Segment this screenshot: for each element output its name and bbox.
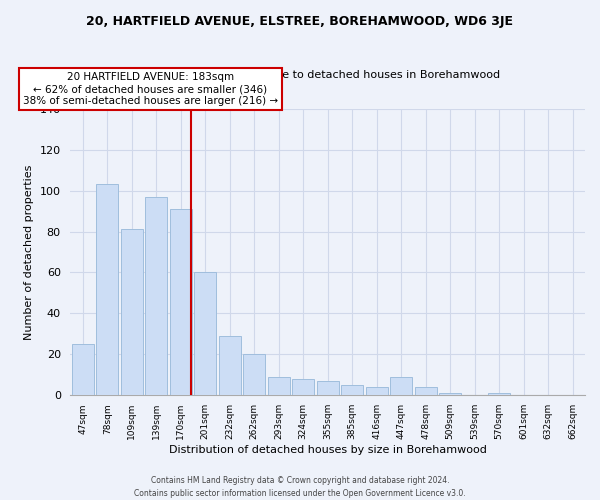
Y-axis label: Number of detached properties: Number of detached properties <box>24 164 34 340</box>
Bar <box>341 385 363 396</box>
Bar <box>488 394 510 396</box>
Title: Size of property relative to detached houses in Borehamwood: Size of property relative to detached ho… <box>155 70 500 80</box>
Bar <box>268 377 290 396</box>
Text: Contains HM Land Registry data © Crown copyright and database right 2024.
Contai: Contains HM Land Registry data © Crown c… <box>134 476 466 498</box>
Bar <box>72 344 94 396</box>
X-axis label: Distribution of detached houses by size in Borehamwood: Distribution of detached houses by size … <box>169 445 487 455</box>
Bar <box>170 209 192 396</box>
Bar <box>194 272 216 396</box>
Bar <box>415 387 437 396</box>
Text: 20, HARTFIELD AVENUE, ELSTREE, BOREHAMWOOD, WD6 3JE: 20, HARTFIELD AVENUE, ELSTREE, BOREHAMWO… <box>86 15 514 28</box>
Bar <box>439 394 461 396</box>
Bar <box>121 230 143 396</box>
Bar <box>219 336 241 396</box>
Bar <box>243 354 265 396</box>
Bar <box>366 387 388 396</box>
Bar <box>96 184 118 396</box>
Text: 20 HARTFIELD AVENUE: 183sqm
← 62% of detached houses are smaller (346)
38% of se: 20 HARTFIELD AVENUE: 183sqm ← 62% of det… <box>23 72 278 106</box>
Bar <box>292 379 314 396</box>
Bar <box>145 196 167 396</box>
Bar <box>317 381 339 396</box>
Bar <box>390 377 412 396</box>
